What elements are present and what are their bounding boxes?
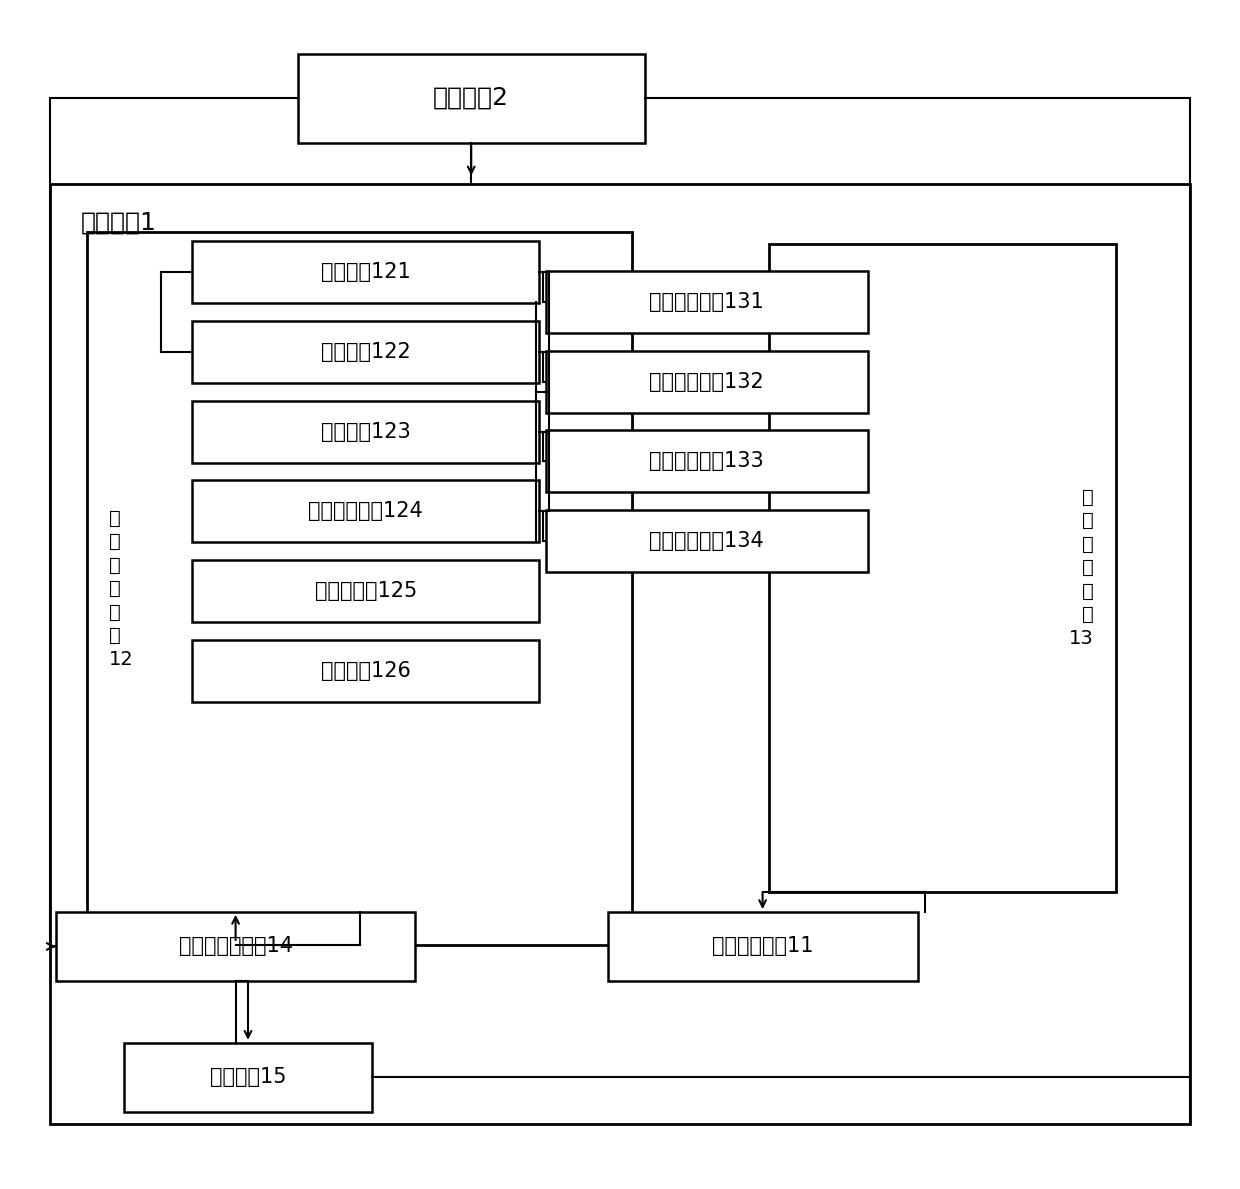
Bar [124, 1043, 372, 1112]
Bar [192, 241, 539, 303]
Text: 温度设定模块131: 温度设定模块131 [650, 292, 764, 312]
Bar [192, 640, 539, 702]
Bar [87, 232, 632, 945]
Text: 报警模块126: 报警模块126 [321, 661, 410, 680]
Text: 站点管理模块11: 站点管理模块11 [712, 937, 813, 956]
Text: 水位设定模块133: 水位设定模块133 [650, 452, 764, 471]
Bar [56, 912, 415, 981]
Bar [608, 912, 918, 981]
Text: 加湿模块121: 加湿模块121 [321, 263, 410, 282]
Bar [298, 54, 645, 143]
Text: 统计模块15: 统计模块15 [210, 1068, 286, 1087]
Bar [192, 401, 539, 463]
Bar [546, 430, 868, 492]
Text: 抽湿模块122: 抽湿模块122 [321, 342, 410, 361]
Text: 存储过滤模块124: 存储过滤模块124 [309, 502, 423, 521]
Bar [50, 184, 1190, 1124]
Bar [192, 480, 539, 542]
Bar [192, 560, 539, 622]
Text: 数
据
管
理
模
块
13: 数 据 管 理 模 块 13 [1069, 487, 1094, 648]
Text: 采集系统2: 采集系统2 [433, 86, 510, 111]
Bar [192, 321, 539, 383]
Text: 设
备
管
理
模
块
12: 设 备 管 理 模 块 12 [109, 509, 134, 668]
Bar [546, 510, 868, 572]
Text: 管理中心1: 管理中心1 [81, 210, 156, 234]
Bar [546, 351, 868, 413]
Text: 水调节模块125: 水调节模块125 [315, 581, 417, 600]
Text: 监控点管理模块14: 监控点管理模块14 [179, 937, 293, 956]
Bar [769, 244, 1116, 892]
Text: 空调系统123: 空调系统123 [321, 422, 410, 441]
Bar [546, 271, 868, 333]
Text: 湿度设定模块132: 湿度设定模块132 [650, 372, 764, 391]
Text: 落差设定模块134: 落差设定模块134 [650, 531, 764, 551]
